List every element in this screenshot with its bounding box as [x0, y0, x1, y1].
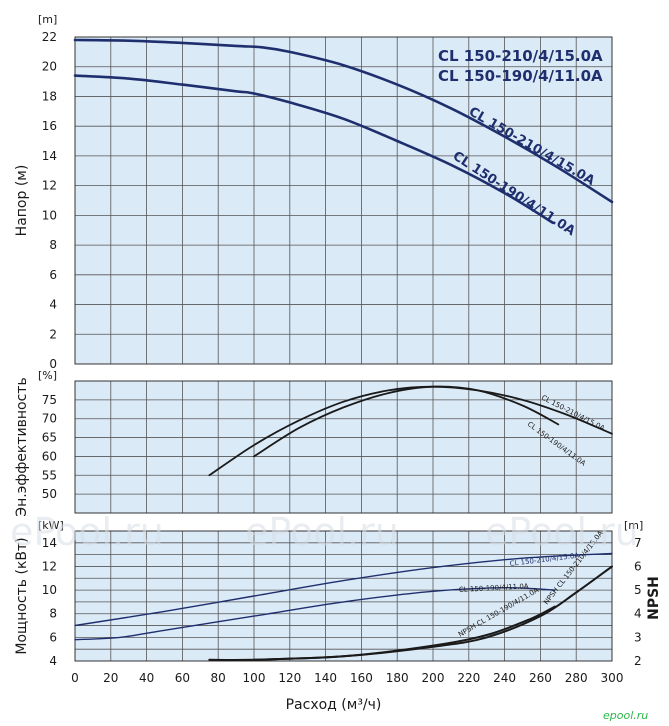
- y-tick-label: 4: [49, 654, 57, 668]
- y-tick-label: 14: [42, 149, 57, 163]
- x-tick-label: 100: [243, 671, 266, 685]
- y-tick-label: 18: [42, 89, 57, 103]
- y-tick-label: 22: [42, 30, 57, 44]
- npsh-curve-3: [253, 605, 556, 661]
- y-axis-title: Мощность (кВт): [14, 537, 30, 654]
- x-tick-label: 240: [493, 671, 516, 685]
- y-tick-label: 12: [42, 179, 57, 193]
- efficiency-curve-0: [208, 385, 613, 477]
- y-tick-label: 2: [49, 327, 57, 341]
- head-curve-0: [73, 38, 614, 204]
- efficiency-curve-1: [253, 385, 560, 458]
- y-tick-label: 8: [49, 238, 57, 252]
- watermark: ePool.ru: [485, 510, 639, 554]
- x-tick-label: 0: [71, 671, 79, 685]
- x-tick-label: 260: [529, 671, 552, 685]
- y-tick-label: 50: [42, 487, 57, 501]
- efficiency-panel-background: [75, 381, 612, 513]
- x-tick-label: 180: [386, 671, 409, 685]
- power-curve-0: [74, 552, 613, 627]
- x-tick-label: 220: [457, 671, 480, 685]
- efficiency-panel-frame: [74, 380, 613, 514]
- y-tick-label: 14: [42, 536, 57, 550]
- y-tick-label: 8: [49, 607, 57, 621]
- watermark: ePool.ru: [10, 510, 164, 554]
- power-npsh-panel-frame: [74, 530, 613, 662]
- brand-logo: epool.ru: [603, 709, 648, 722]
- y2-tick-label: 7: [634, 536, 642, 550]
- legend-line-2: CL 150-190/4/11.0A: [438, 67, 603, 85]
- y-tick-label: 55: [42, 468, 57, 482]
- y-tick-label: 6: [49, 630, 57, 644]
- y-tick-label: 12: [42, 559, 57, 573]
- y2-tick-label: 4: [634, 607, 642, 621]
- y2-tick-label: 3: [634, 630, 642, 644]
- x-tick-label: 120: [278, 671, 301, 685]
- y2-tick-label: 2: [634, 654, 642, 668]
- x-tick-label: 160: [350, 671, 373, 685]
- y2-tick-label: 6: [634, 559, 642, 573]
- legend-line-1: CL 150-210/4/15.0A: [438, 47, 603, 65]
- y-tick-label: 20: [42, 60, 57, 74]
- x-tick-label: 300: [601, 671, 624, 685]
- power-npsh-panel-background: [75, 531, 612, 661]
- y-tick-label: 60: [42, 449, 57, 463]
- head-curve-1: [73, 74, 555, 225]
- y-axis-title: Эн.эффективность: [14, 377, 30, 516]
- x-tick-label: 60: [175, 671, 190, 685]
- y-axis-title: Напор (м): [14, 165, 30, 237]
- x-tick-label: 200: [422, 671, 445, 685]
- y-tick-label: 6: [49, 268, 57, 282]
- head-panel-background: [75, 37, 612, 364]
- x-tick-label: 20: [103, 671, 118, 685]
- x-tick-label: 80: [211, 671, 226, 685]
- y2-tick-label: 5: [634, 583, 642, 597]
- y-tick-label: 10: [42, 208, 57, 222]
- y-unit-label: [%]: [38, 369, 57, 382]
- y-tick-label: 16: [42, 119, 57, 133]
- x-tick-label: 280: [565, 671, 588, 685]
- x-tick-label: 140: [314, 671, 337, 685]
- power-curve-1: [74, 586, 556, 641]
- y2-unit-label: [m]: [624, 519, 643, 532]
- y2-axis-title: NPSH: [646, 576, 662, 620]
- y-tick-label: 70: [42, 412, 57, 426]
- watermark: ePool.ru: [245, 510, 399, 554]
- y-tick-label: 65: [42, 431, 57, 445]
- y-tick-label: 75: [42, 393, 57, 407]
- y-tick-label: 0: [49, 357, 57, 371]
- x-axis-title: Расход (м³/ч): [286, 697, 382, 713]
- y-unit-label: [m]: [38, 13, 57, 26]
- x-tick-label: 40: [139, 671, 154, 685]
- y-tick-label: 10: [42, 583, 57, 597]
- y-tick-label: 4: [49, 298, 57, 312]
- y-unit-label: [kW]: [38, 519, 64, 532]
- power-curve-label-2: CL 150-190/4/11.0A: [459, 582, 529, 594]
